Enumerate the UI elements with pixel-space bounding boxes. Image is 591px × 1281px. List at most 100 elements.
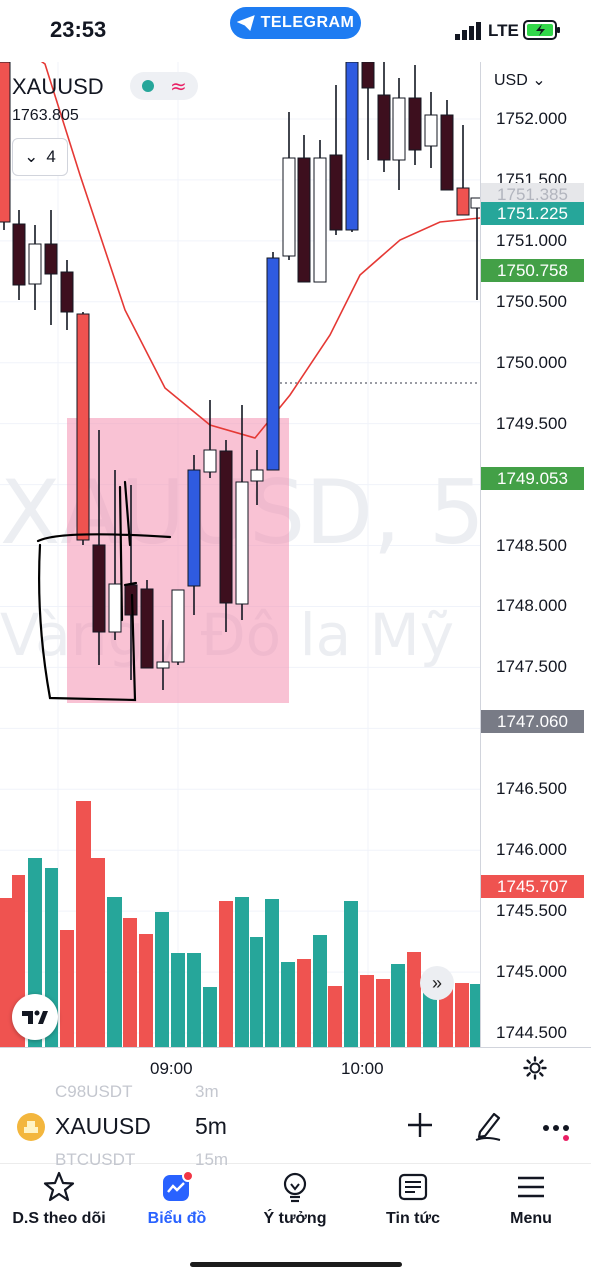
menu-icon [518, 1176, 544, 1198]
nav-label: Menu [510, 1210, 552, 1227]
candle-body [408, 97, 422, 151]
price-tick: 1748.500 [496, 535, 567, 555]
candle-body [60, 271, 74, 313]
volume-bar [344, 901, 358, 1047]
price-tag: 1750.758 [481, 259, 584, 283]
volume-bar [391, 964, 405, 1047]
price-tag: 1745.707 [481, 874, 584, 898]
nav-chart[interactable]: Biểu đồ [118, 1170, 236, 1240]
price-tick: 1744.500 [496, 1023, 567, 1042]
volume-bar [328, 986, 342, 1047]
home-indicator [190, 1262, 402, 1267]
price-axis[interactable]: 1752.000 1751.500 1751.000 1750.500 1750.000… [480, 62, 591, 1047]
candle-body [250, 469, 264, 482]
volume-bar [313, 935, 327, 1047]
price-tag: 1747.060 [481, 710, 584, 734]
candle-body [203, 449, 217, 473]
ghost-interval: 3m [195, 1082, 219, 1101]
volume-bar [360, 975, 374, 1047]
indicators-count: 4 [46, 147, 56, 166]
paper-plane-icon [236, 15, 255, 31]
more-icon[interactable] [540, 1116, 572, 1142]
telegram-label: TELEGRAM [260, 14, 355, 31]
nav-watchlist[interactable]: D.S theo dõi [0, 1170, 118, 1240]
candle-body [12, 223, 26, 286]
price-tick: 1745.500 [496, 901, 567, 921]
candlestick-chart[interactable]: XAUUSD, 5Vàng / Đô la Mỹ [0, 62, 480, 1047]
candle-body [266, 257, 280, 471]
candle-body [44, 243, 58, 275]
indicators-toggle-button[interactable]: ⌄ 4 [12, 138, 68, 176]
chevron-down-icon: ⌄ [24, 147, 39, 166]
nav-ideas[interactable]: Ý tưởng [236, 1170, 354, 1240]
candle-body [108, 583, 122, 633]
volume-bar [235, 897, 249, 1047]
chart-symbol[interactable]: XAUUSD [12, 74, 104, 99]
price-tick: 1751.000 [496, 230, 567, 250]
chart-pane[interactable]: XAUUSD, 5Vàng / Đô la Mỹ [0, 62, 480, 1047]
hand-drawn-annotation [36, 480, 172, 702]
currency-select[interactable]: USD ⌄ [494, 70, 546, 90]
double-chevron-right-icon: » [431, 972, 442, 993]
nav-menu[interactable]: Menu [472, 1170, 590, 1240]
moving-average-line [40, 62, 480, 439]
candle-body [140, 588, 154, 669]
price-tick: 1746.500 [496, 779, 567, 799]
nav-label: Ý tưởng [263, 1210, 327, 1227]
plus-icon[interactable] [405, 1110, 435, 1140]
toolbar-interval[interactable]: 5m [195, 1113, 227, 1139]
candle-body [282, 157, 296, 257]
market-status-pill[interactable]: ≈ [130, 72, 198, 100]
time-label: 09:00 [150, 1059, 193, 1078]
volume-bar [265, 899, 279, 1047]
volume-bar [91, 858, 105, 1047]
price-tick: 1750.000 [496, 352, 567, 372]
gear-icon[interactable] [523, 1056, 547, 1080]
time-label: 10:00 [341, 1059, 384, 1078]
candle-body [28, 243, 42, 285]
volume-bar [0, 898, 12, 1047]
scroll-to-realtime-button[interactable]: » [420, 966, 454, 1000]
ghost-interval: 15m [195, 1150, 229, 1169]
market-open-icon: ≈ [142, 74, 187, 98]
network-type: LTE [488, 21, 519, 40]
battery-icon [523, 20, 560, 40]
price-tick: 1752.000 [496, 109, 567, 128]
currency-label: USD [494, 72, 528, 89]
price-tick: 1749.500 [496, 413, 567, 433]
gold-icon [17, 1113, 45, 1141]
ghost-symbol: BTCUSDT [55, 1150, 136, 1169]
candle-body [470, 197, 480, 209]
candle-body [329, 154, 343, 231]
nav-label: Biểu đồ [147, 1210, 207, 1227]
candle-body [456, 187, 470, 216]
price-tag: 1749.053 [481, 467, 584, 491]
toolbar-symbol[interactable]: XAUUSD [55, 1113, 151, 1139]
volume-bar [281, 962, 295, 1047]
telegram-pill[interactable]: TELEGRAM [230, 7, 361, 39]
candle-body [235, 481, 249, 605]
price-tick: 1750.500 [496, 291, 567, 311]
candle-body [92, 544, 106, 633]
volume-bar [407, 952, 421, 1047]
candle-body [345, 62, 359, 231]
lightbulb-icon [283, 1172, 307, 1203]
volume-bar [470, 984, 480, 1047]
volume-bar [76, 801, 91, 1047]
pen-icon[interactable] [472, 1108, 504, 1142]
candle-body [0, 62, 11, 223]
price-tag: 1751.225 [481, 202, 584, 226]
candle-body [297, 157, 311, 283]
nav-label: D.S theo dõi [12, 1210, 106, 1227]
candle-body [313, 157, 327, 283]
volume-bar [187, 953, 201, 1047]
volume-bar [139, 934, 153, 1047]
nav-news[interactable]: Tin tức [354, 1170, 472, 1240]
volume-bar [123, 918, 137, 1047]
volume-bar [219, 901, 233, 1047]
candle-body [171, 589, 185, 663]
volume-bar [107, 897, 122, 1047]
chart-icon [163, 1170, 194, 1201]
ghost-symbol: C98USDT [55, 1082, 133, 1101]
price-tick: 1746.000 [496, 840, 567, 860]
